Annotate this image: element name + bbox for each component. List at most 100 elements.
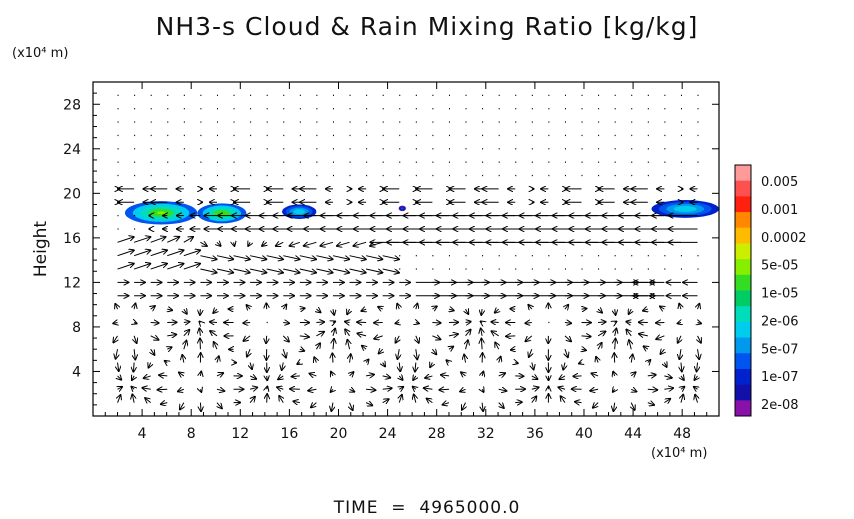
wind-vector	[481, 309, 482, 315]
wind-vector	[183, 250, 200, 257]
wind-vector	[647, 375, 656, 376]
wind-vector	[564, 322, 571, 323]
wind-vector	[133, 362, 134, 372]
colorbar-label: 5e-07	[761, 342, 799, 357]
colorbar-segment	[735, 400, 751, 417]
wind-vector	[250, 397, 255, 403]
wind-vector	[593, 403, 598, 408]
x-tick-label: 24	[379, 426, 397, 442]
wind-vector	[679, 349, 681, 359]
wind-vector	[416, 335, 419, 343]
wind-vector	[283, 322, 289, 323]
wind-vector	[466, 322, 471, 323]
colorbar: 0.005 0.001 0.0002 5e-05 1e-05 2e-06 5e-07 1e-0…	[734, 164, 807, 417]
wind-vector	[316, 268, 332, 273]
wind-vector	[266, 268, 283, 273]
wind-vector	[366, 360, 368, 363]
colorbar-segment	[735, 337, 751, 354]
wind-vector	[216, 268, 233, 273]
wind-vector	[416, 349, 417, 359]
x-tick-label: 40	[575, 426, 593, 442]
wind-vector	[267, 387, 268, 390]
wind-vector	[183, 330, 189, 337]
wind-vector	[531, 376, 538, 379]
wind-vector	[331, 389, 333, 392]
wind-vector	[144, 376, 151, 378]
wind-vector	[332, 268, 349, 273]
colorbar-label: 2e-08	[761, 398, 799, 413]
colorbar-segment	[735, 384, 751, 401]
wind-vector	[316, 322, 324, 323]
wind-vector	[644, 346, 648, 349]
wind-vector	[481, 339, 482, 350]
wind-vector	[615, 322, 617, 323]
wind-vector	[247, 349, 250, 356]
wind-vector	[525, 322, 532, 323]
wind-vector	[664, 399, 670, 403]
wind-vector	[506, 336, 516, 337]
wind-vector	[133, 237, 150, 243]
wind-vector	[266, 255, 283, 260]
wind-vector	[531, 387, 539, 389]
wind-vector	[432, 349, 436, 354]
wind-vector	[629, 309, 632, 314]
time-readout: TIME = 4965000.0	[0, 498, 854, 518]
wind-vector	[308, 389, 317, 390]
wind-vector	[249, 376, 256, 379]
wind-vector	[214, 342, 217, 350]
wind-vector	[492, 331, 499, 336]
wind-vector	[290, 242, 300, 246]
x-tick-label: 16	[280, 426, 298, 442]
wind-vector	[416, 322, 419, 323]
colorbar-segment	[735, 259, 751, 276]
wind-vector	[565, 305, 568, 309]
y-tick-label: 28	[63, 97, 81, 113]
wind-vector	[282, 362, 284, 370]
wind-vector	[118, 387, 122, 389]
wind-vector	[149, 363, 151, 368]
colorbar-segment	[735, 243, 751, 260]
wind-vector	[664, 388, 673, 389]
wind-vector	[134, 322, 137, 323]
wind-vector	[413, 376, 416, 380]
wind-vector	[345, 329, 349, 337]
wind-vector	[446, 360, 448, 362]
colorbar-label: 1e-07	[761, 370, 799, 385]
wind-vector	[597, 331, 605, 335]
wind-vector	[151, 348, 155, 355]
wind-vector	[314, 357, 316, 362]
wind-vector	[443, 403, 450, 405]
wind-vector	[311, 403, 317, 408]
wind-vector	[582, 309, 587, 310]
wind-vector	[354, 242, 367, 246]
wind-vector	[350, 389, 355, 391]
wind-vector	[213, 309, 217, 313]
wind-vector	[639, 334, 648, 336]
wind-vector	[482, 372, 483, 376]
wind-vector	[304, 242, 317, 246]
wind-vector	[142, 388, 151, 389]
time-equals: =	[384, 498, 413, 518]
wind-vector	[532, 362, 534, 370]
wind-vector	[660, 306, 664, 309]
wind-vector	[681, 387, 684, 390]
colorbar-label: 2e-06	[761, 314, 799, 329]
wind-vector	[399, 362, 400, 372]
wind-vector	[592, 373, 599, 376]
wind-vector	[613, 389, 615, 392]
wind-vector	[150, 264, 167, 270]
wind-vector	[449, 309, 454, 310]
y-tick-label: 8	[72, 320, 81, 336]
wind-vector	[167, 237, 179, 243]
wind-vector	[559, 376, 564, 379]
wind-vector	[293, 401, 300, 402]
wind-vector	[320, 242, 334, 246]
wind-vector	[461, 372, 466, 376]
wind-vector	[581, 336, 591, 337]
wind-vector	[180, 402, 184, 410]
wind-vector	[165, 361, 168, 363]
wind-vector	[243, 322, 251, 323]
y-tick-label: 12	[63, 275, 81, 291]
wind-vector	[427, 399, 433, 403]
